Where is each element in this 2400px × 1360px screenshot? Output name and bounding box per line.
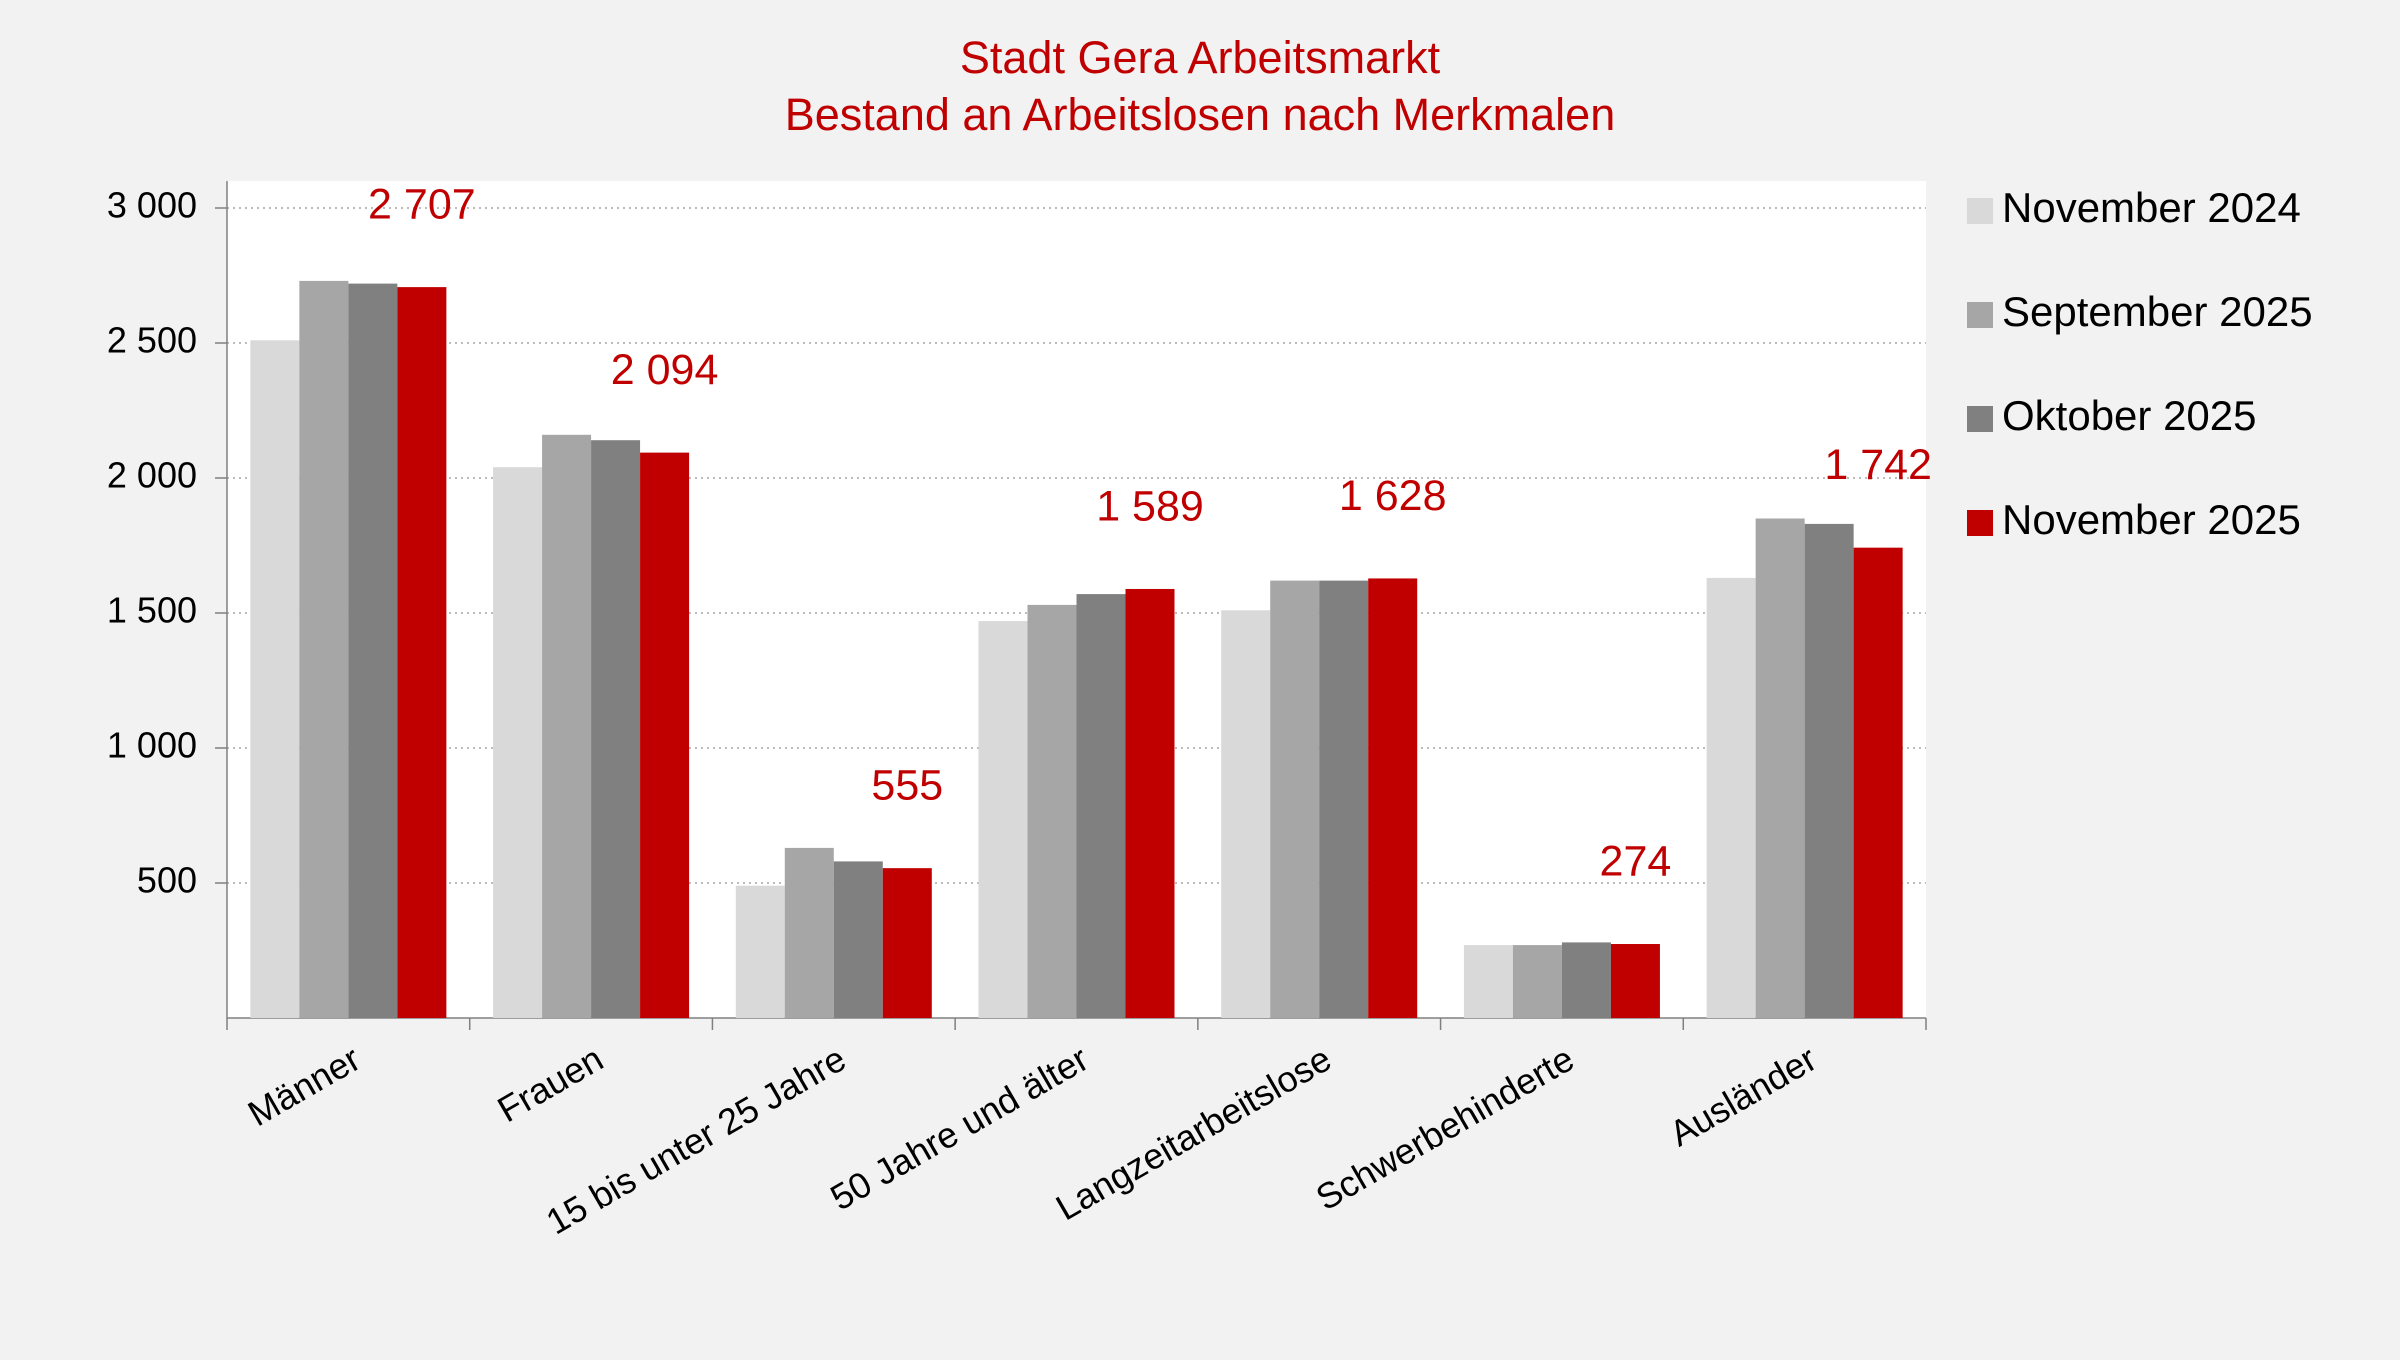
bar	[542, 434, 592, 1018]
legend-swatch	[1967, 302, 1993, 328]
legend-swatch	[1967, 198, 1993, 224]
bar	[1270, 580, 1320, 1018]
y-tick-label: 2 500	[107, 320, 197, 361]
chart-title: Stadt Gera Arbeitsmarkt	[960, 32, 1441, 83]
bar	[1125, 588, 1175, 1018]
bar	[397, 287, 447, 1018]
legend-label: Oktober 2025	[2002, 392, 2257, 439]
chart-subtitle: Bestand an Arbeitslosen nach Merkmalen	[785, 89, 1615, 140]
bar	[1853, 547, 1903, 1018]
bar	[1755, 518, 1805, 1018]
data-label: 1 589	[1096, 482, 1204, 530]
bar	[784, 847, 834, 1018]
bar	[1561, 942, 1611, 1018]
bar	[735, 885, 785, 1018]
data-label: 2 707	[368, 180, 476, 228]
legend-swatch	[1967, 406, 1993, 432]
bar	[348, 283, 398, 1019]
bar	[882, 868, 932, 1018]
bar	[299, 280, 349, 1018]
bar	[1706, 577, 1756, 1018]
bar	[833, 861, 883, 1018]
bar	[978, 621, 1028, 1018]
data-label: 1 742	[1824, 441, 1932, 489]
bar	[1463, 945, 1513, 1018]
bar	[1368, 578, 1418, 1018]
data-label: 555	[871, 762, 943, 810]
legend-label: November 2024	[2002, 184, 2301, 231]
bar	[250, 340, 300, 1018]
bar	[1610, 944, 1660, 1018]
legend-swatch	[1967, 510, 1993, 536]
bar	[1319, 580, 1369, 1018]
data-label: 1 628	[1339, 472, 1447, 520]
data-label: 2 094	[611, 346, 719, 394]
bar	[1512, 945, 1562, 1018]
legend-label: September 2025	[2002, 288, 2313, 335]
bar	[1027, 604, 1077, 1018]
y-tick-label: 3 000	[107, 185, 197, 226]
y-tick-label: 500	[137, 860, 197, 901]
y-tick-label: 1 500	[107, 590, 197, 631]
bar	[640, 452, 690, 1018]
bar	[493, 467, 543, 1018]
bar	[591, 440, 641, 1018]
bar	[1804, 523, 1854, 1018]
bar	[1221, 610, 1271, 1018]
legend-label: November 2025	[2002, 496, 2301, 543]
y-tick-label: 1 000	[107, 725, 197, 766]
data-label: 274	[1600, 837, 1672, 885]
bar	[1076, 594, 1126, 1018]
y-tick-label: 2 000	[107, 455, 197, 496]
